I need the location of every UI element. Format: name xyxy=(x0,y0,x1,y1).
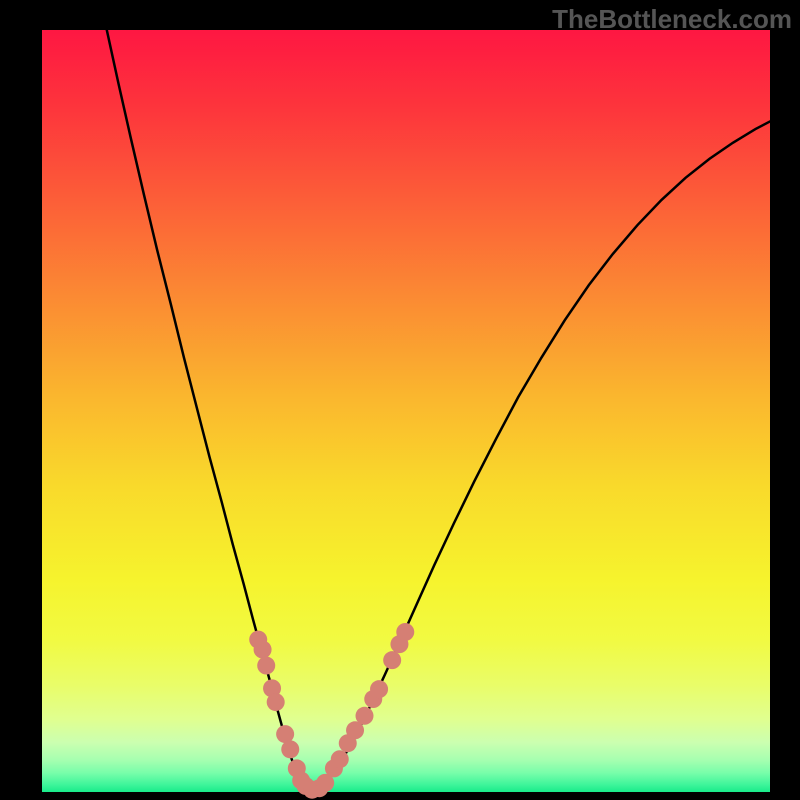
data-marker xyxy=(276,725,294,743)
data-marker xyxy=(356,707,374,725)
data-marker xyxy=(267,693,285,711)
bottleneck-chart xyxy=(0,0,800,800)
chart-container: TheBottleneck.com xyxy=(0,0,800,800)
data-marker xyxy=(331,750,349,768)
data-marker xyxy=(281,740,299,758)
plot-background xyxy=(42,30,770,792)
data-marker xyxy=(254,641,272,659)
data-marker xyxy=(396,623,414,641)
data-marker xyxy=(370,680,388,698)
data-marker xyxy=(383,651,401,669)
data-marker xyxy=(257,657,275,675)
